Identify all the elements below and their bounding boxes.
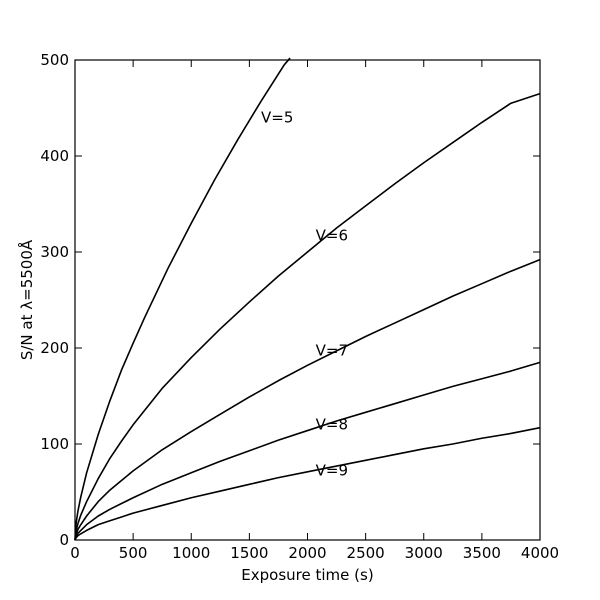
x-tick-label-0: 0 [70,544,80,562]
curve-v8 [74,361,541,541]
y-tick-label-2: 200 [40,339,69,357]
y-tick-label-1: 100 [40,435,69,453]
curve-v7 [74,258,541,541]
x-tick-label-4: 2000 [288,544,326,562]
curves [74,57,541,541]
x-tick-label-3: 1500 [230,544,268,562]
curve-label-v6: V=6 [316,226,348,244]
axis-ticks: 0 500 1000 1500 2000 2500 3000 3500 4000 0 100 200 3… [40,51,559,562]
x-tick-label-6: 3000 [405,544,443,562]
y-tick-label-5: 500 [40,51,69,69]
y-axis-label: S/N at λ=5500Å [17,239,36,360]
x-tick-label-1: 500 [119,544,148,562]
curve-label-v5: V=5 [261,108,293,126]
curve-v5 [74,57,291,541]
curve-label-v8: V=8 [316,416,348,434]
curve-labels: V=5 V=6 V=7 V=8 V=9 [261,108,348,479]
x-axis-label: Exposure time (s) [241,566,373,584]
x-tick-label-5: 2500 [347,544,385,562]
x-tick-label-2: 1000 [172,544,210,562]
x-tick-label-7: 3500 [463,544,501,562]
curve-label-v9: V=9 [316,462,348,480]
y-tick-label-0: 0 [59,531,69,549]
curve-v6 [74,92,541,541]
plot-frame [74,59,541,541]
curve-label-v7: V=7 [316,342,348,360]
curve-v9 [74,426,541,541]
x-tick-label-8: 4000 [521,544,559,562]
y-tick-label-3: 300 [40,243,69,261]
y-tick-label-4: 400 [40,147,69,165]
